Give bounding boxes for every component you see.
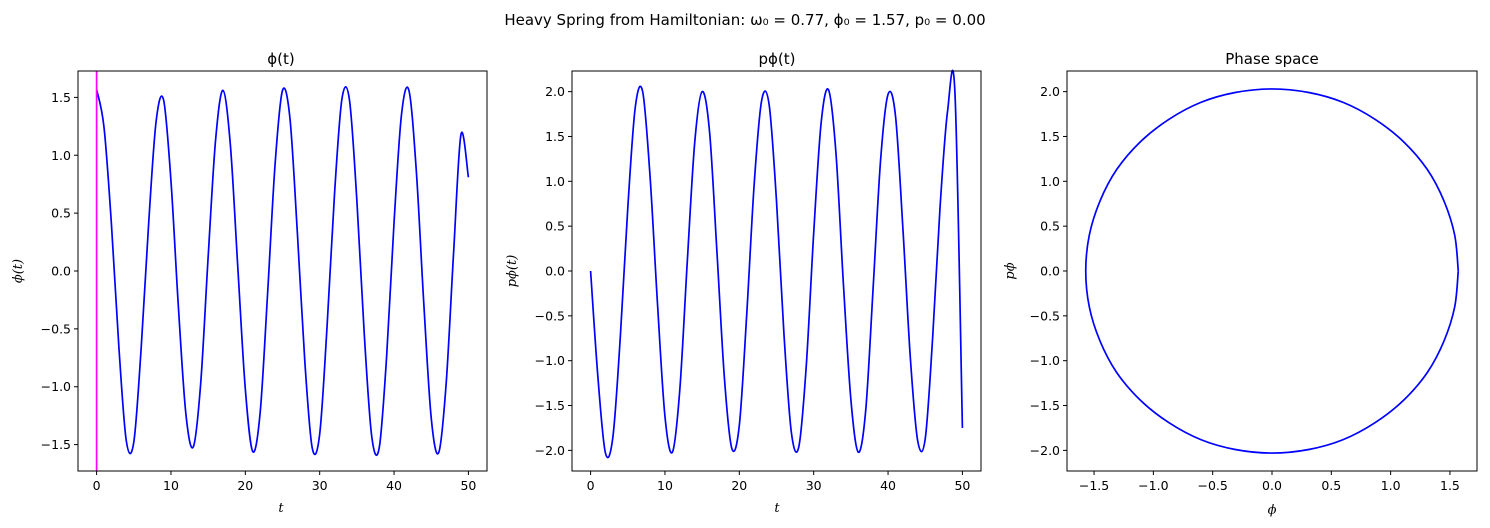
phase-xtick-label: 1.5	[1440, 478, 1460, 493]
phase-ytick-label: −0.5	[1030, 308, 1060, 323]
phase-xtick-label: 1.0	[1381, 478, 1401, 493]
pphi-xtick-label: 0	[587, 478, 595, 493]
figure-suptitle: Heavy Spring from Hamiltonian: ω₀ = 0.77…	[504, 11, 985, 29]
phase-space-panel: Phase space ϕ pϕ −1.5 −1.0 −0.5 0.0 0.5 1.0 1.…	[1003, 50, 1478, 518]
phi-vs-time-panel: ϕ(t) t ϕ(t) 0 10 20 30 40 50 −1.5 −1.0 −0.5 0.0 0.…	[11, 50, 488, 516]
pphi-series-line-0	[589, 69, 964, 459]
phase-ytick-label: 2.0	[1040, 84, 1060, 99]
phi-ytick-label: −1.5	[41, 437, 71, 452]
pphi-ytick-label: −1.5	[535, 398, 565, 413]
phi-xtick-label: 30	[312, 478, 328, 493]
pphi-ytick-label: −1.0	[535, 353, 565, 368]
phi-ytick-label: 0.0	[51, 264, 71, 279]
phi-xtick-label: 20	[237, 478, 253, 493]
pphi-panel-xlabel: t	[774, 501, 780, 516]
phase-ytick-label: −2.0	[1030, 443, 1060, 458]
pphi-xtick-label: 10	[657, 478, 673, 493]
phase-series-line-0	[1084, 88, 1460, 454]
pphi-panel-ylabel: pϕ(t)	[505, 255, 520, 288]
phase-panel-ylabel: pϕ	[1003, 262, 1018, 279]
phi-axes-frame	[77, 70, 488, 472]
pphi-xtick-label: 40	[880, 478, 896, 493]
phase-xtick-label: 0.0	[1262, 478, 1282, 493]
phi-ytick-label: −0.5	[41, 321, 71, 336]
phi-xtick-label: 0	[93, 478, 101, 493]
phase-ytick-label: 1.0	[1040, 174, 1060, 189]
phi-panel-xlabel: t	[278, 501, 284, 516]
pphi-ytick-label: 0.0	[545, 264, 565, 279]
phi-xtick-label: 10	[163, 478, 179, 493]
phi-panel-title: ϕ(t)	[267, 50, 294, 68]
phase-xtick-label: −1.0	[1138, 478, 1168, 493]
phi-series-line-0	[95, 86, 470, 457]
pphi-panel-title: pϕ(t)	[758, 50, 795, 68]
pphi-xtick-label: 50	[954, 478, 970, 493]
momentum-vs-time-panel: pϕ(t) t pϕ(t) 0 10 20 30 40 50 −2.0 −1.5 −1.0 −0.…	[505, 50, 982, 516]
pphi-xtick-label: 30	[806, 478, 822, 493]
pphi-ytick-label: 1.5	[545, 129, 565, 144]
phase-ytick-label: 0.5	[1040, 219, 1060, 234]
phase-xtick-label: −0.5	[1198, 478, 1228, 493]
phi-ytick-label: 1.5	[51, 90, 71, 105]
phase-axes-frame	[1066, 70, 1478, 472]
phi-xtick-label: 40	[386, 478, 402, 493]
phi-ytick-label: −1.0	[41, 379, 71, 394]
pphi-ytick-label: −0.5	[535, 308, 565, 323]
pphi-ytick-label: 0.5	[545, 219, 565, 234]
phase-ytick-label: −1.0	[1030, 353, 1060, 368]
phase-panel-xlabel: ϕ	[1268, 503, 1277, 518]
phi-xtick-label: 50	[460, 478, 476, 493]
phase-ytick-label: 0.0	[1040, 264, 1060, 279]
phase-xtick-label: −1.5	[1079, 478, 1109, 493]
pphi-ytick-label: 1.0	[545, 174, 565, 189]
phi-ytick-label: 0.5	[51, 206, 71, 221]
phi-ytick-label: 1.0	[51, 148, 71, 163]
phase-xtick-label: 0.5	[1321, 478, 1341, 493]
pphi-ytick-label: 2.0	[545, 84, 565, 99]
pphi-xtick-label: 20	[731, 478, 747, 493]
pphi-ytick-label: −2.0	[535, 443, 565, 458]
phase-ytick-label: 1.5	[1040, 129, 1060, 144]
phase-panel-title: Phase space	[1225, 50, 1319, 68]
phi-panel-ylabel: ϕ(t)	[11, 259, 26, 283]
phase-ytick-label: −1.5	[1030, 398, 1060, 413]
